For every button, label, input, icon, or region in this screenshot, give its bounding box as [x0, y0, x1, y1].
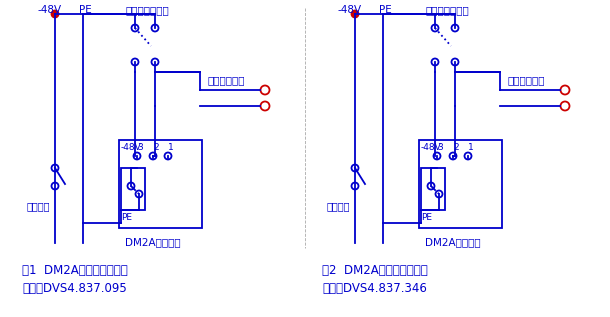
Text: 1: 1 [468, 144, 474, 152]
Circle shape [351, 183, 359, 190]
Circle shape [260, 101, 270, 111]
Text: 总断路器: 总断路器 [27, 201, 51, 211]
Circle shape [561, 101, 570, 111]
Circle shape [165, 152, 171, 159]
Text: -48V: -48V [37, 5, 61, 15]
Circle shape [428, 183, 434, 190]
Circle shape [51, 10, 59, 17]
Circle shape [51, 165, 59, 171]
Circle shape [135, 191, 143, 197]
Text: PE: PE [79, 5, 91, 15]
Circle shape [149, 152, 157, 159]
Circle shape [434, 152, 440, 159]
Text: PE: PE [379, 5, 392, 15]
Bar [121, 168, 145, 210]
Circle shape [132, 59, 138, 66]
Text: 远程告警输出: 远程告警输出 [508, 75, 545, 85]
Text: 防雷模块断路器: 防雷模块断路器 [125, 5, 169, 15]
Circle shape [451, 59, 459, 66]
Text: 1: 1 [168, 144, 174, 152]
Circle shape [351, 10, 359, 17]
Circle shape [132, 24, 138, 31]
Circle shape [51, 183, 59, 190]
Text: 3: 3 [137, 144, 143, 152]
Text: 防雷模块断路器: 防雷模块断路器 [425, 5, 468, 15]
Circle shape [260, 86, 270, 94]
Circle shape [151, 24, 159, 31]
Circle shape [450, 152, 456, 159]
Text: 2: 2 [453, 144, 459, 152]
Text: 2: 2 [153, 144, 159, 152]
Circle shape [436, 191, 442, 197]
Text: 图1  DM2A防雷模块接线图: 图1 DM2A防雷模块接线图 [22, 263, 127, 276]
Circle shape [431, 24, 439, 31]
Bar [419, 140, 502, 228]
Circle shape [134, 152, 140, 159]
Circle shape [351, 165, 359, 171]
Circle shape [127, 183, 134, 190]
Text: -48V: -48V [421, 144, 442, 152]
Text: 3: 3 [437, 144, 443, 152]
Text: -48V: -48V [337, 5, 361, 15]
Text: PE: PE [121, 214, 132, 223]
Text: DM2A防雷模块: DM2A防雷模块 [425, 237, 481, 247]
Circle shape [464, 152, 472, 159]
Text: PE: PE [421, 214, 432, 223]
Text: -48V: -48V [121, 144, 142, 152]
Text: 远程告警输出: 远程告警输出 [208, 75, 245, 85]
Circle shape [561, 86, 570, 94]
Circle shape [151, 59, 159, 66]
Circle shape [451, 24, 459, 31]
Circle shape [431, 59, 439, 66]
Text: 适用于DVS4.837.095: 适用于DVS4.837.095 [22, 281, 127, 294]
Bar [119, 140, 202, 228]
Text: 适用于DVS4.837.346: 适用于DVS4.837.346 [322, 281, 427, 294]
Bar [421, 168, 445, 210]
Text: 总断路器: 总断路器 [327, 201, 351, 211]
Text: 图2  DM2A防雷模块接线图: 图2 DM2A防雷模块接线图 [322, 263, 428, 276]
Text: DM2A防雷模块: DM2A防雷模块 [125, 237, 181, 247]
